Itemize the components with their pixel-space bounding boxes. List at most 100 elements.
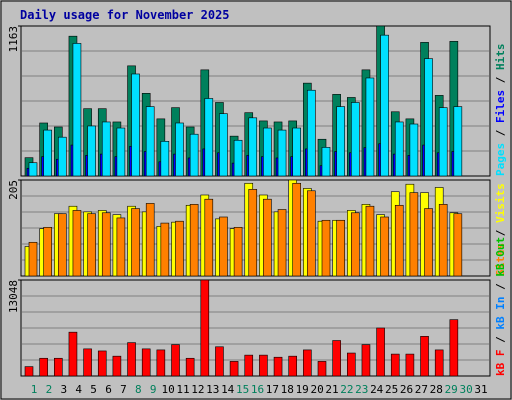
bar — [303, 349, 312, 377]
bar — [292, 127, 302, 177]
x-tick-label: 7 — [120, 383, 127, 396]
bar — [57, 213, 67, 277]
bar — [83, 348, 92, 377]
x-tick-label: 20 — [310, 383, 323, 396]
legend-separator: / — [494, 70, 507, 90]
legend-entry: Sites — [494, 243, 507, 276]
bar — [424, 58, 433, 177]
bar — [307, 190, 316, 277]
bar — [409, 123, 419, 177]
bar — [72, 43, 82, 177]
bar — [390, 353, 400, 377]
bar — [28, 241, 38, 277]
bar — [112, 355, 122, 377]
bar — [204, 198, 214, 277]
bar — [394, 121, 404, 177]
bar — [321, 147, 331, 177]
bar — [127, 342, 136, 377]
bar — [449, 319, 459, 377]
legend-entry: Visits — [494, 183, 507, 223]
bar — [185, 357, 195, 377]
x-tick-label: 19 — [296, 383, 309, 396]
bar — [175, 220, 184, 277]
x-tick-label: 30 — [459, 383, 472, 396]
bar — [453, 106, 463, 177]
legend-entry: Files — [494, 90, 507, 123]
bar — [350, 212, 360, 277]
bar — [365, 77, 375, 177]
bar — [101, 212, 111, 277]
x-tick-label: 21 — [325, 383, 338, 396]
x-tick-label: 26 — [400, 383, 413, 396]
bar — [233, 139, 243, 177]
bar — [332, 340, 341, 377]
x-tick-label: 29 — [445, 383, 458, 396]
bar — [259, 354, 268, 377]
legend-separator: / — [494, 330, 507, 350]
bar — [248, 117, 258, 177]
bar — [57, 136, 67, 177]
bar — [101, 121, 111, 177]
bar — [97, 350, 107, 377]
bar — [229, 361, 239, 377]
x-tick-label: 13 — [206, 383, 219, 396]
bar — [233, 226, 243, 277]
bar — [277, 129, 287, 177]
bar — [39, 357, 48, 377]
legend-entry: kB In — [494, 297, 507, 330]
bar — [204, 98, 214, 177]
bar — [321, 219, 331, 277]
bar — [434, 349, 444, 377]
bar — [263, 127, 272, 177]
bar — [244, 354, 254, 377]
bar — [219, 113, 228, 177]
bar — [131, 208, 140, 277]
bar — [361, 344, 371, 377]
bar — [405, 353, 415, 377]
bar — [424, 208, 433, 277]
legend: Pages / Files / Hits — [494, 44, 507, 177]
bar — [87, 213, 96, 277]
legend-entry: Hits — [494, 44, 507, 71]
x-tick-label: 27 — [415, 383, 428, 396]
x-tick-label: 25 — [385, 383, 398, 396]
bar — [175, 122, 184, 177]
bar — [365, 205, 375, 277]
bar — [409, 192, 419, 277]
x-tick-label: 23 — [355, 383, 368, 396]
bar — [43, 129, 52, 177]
y-max-label: 1163 — [7, 26, 20, 53]
bar — [24, 366, 34, 377]
y-max-label: 205 — [7, 180, 20, 200]
bar — [171, 344, 180, 377]
legend-entry: kB Out — [494, 237, 507, 277]
bar — [72, 210, 82, 277]
chart-title: Daily usage for November 2025 — [20, 8, 230, 22]
x-tick-label: 22 — [340, 383, 353, 396]
x-tick-label: 5 — [90, 383, 97, 396]
x-tick-label: 4 — [75, 383, 82, 396]
x-tick-label: 31 — [474, 383, 487, 396]
legend-separator: / — [494, 223, 507, 243]
bar — [307, 89, 316, 177]
bar — [215, 346, 224, 377]
bar — [420, 336, 429, 377]
bar — [131, 73, 140, 177]
bar — [189, 133, 199, 177]
bar — [263, 198, 272, 277]
bar — [219, 216, 228, 277]
bar — [200, 279, 210, 377]
bar — [43, 226, 52, 277]
bar — [394, 204, 404, 277]
x-tick-label: 17 — [266, 383, 279, 396]
bar — [317, 361, 327, 377]
bar — [141, 348, 151, 377]
bar — [189, 204, 199, 277]
bar — [376, 327, 385, 377]
bar — [438, 107, 448, 177]
bar — [350, 102, 360, 177]
bar — [380, 34, 389, 177]
bar — [53, 357, 63, 377]
x-tick-label: 24 — [370, 383, 384, 396]
